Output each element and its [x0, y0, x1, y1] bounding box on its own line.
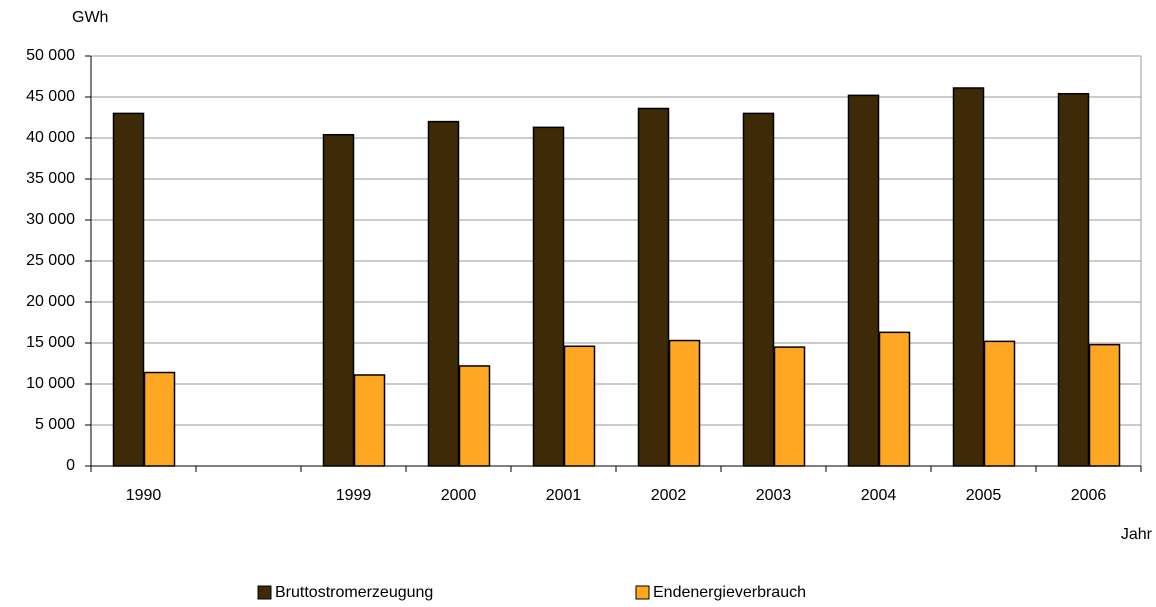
bar [1057, 92, 1090, 467]
bar [458, 365, 491, 467]
bar [742, 112, 775, 467]
bar [847, 94, 880, 467]
y-tick-label: 20 000 [26, 293, 75, 310]
bar [637, 107, 670, 467]
bar [1088, 343, 1121, 467]
y-tick-label: 15 000 [26, 334, 75, 351]
x-tick-label: 2000 [441, 487, 477, 504]
x-tick-label: 2002 [651, 487, 687, 504]
bar [353, 374, 386, 467]
bar [322, 133, 355, 467]
legend-swatch [635, 585, 650, 600]
x-tick-label: 2004 [861, 487, 897, 504]
y-tick-label: 40 000 [26, 129, 75, 146]
x-tick-label: 1990 [126, 487, 162, 504]
y-tick-label: 35 000 [26, 170, 75, 187]
y-tick-label: 5 000 [35, 416, 75, 433]
legend-label: Endenergieverbrauch [653, 584, 806, 601]
x-tick-label: 2001 [546, 487, 582, 504]
x-axis-label: Jahr [1121, 526, 1153, 543]
y-tick-label: 50 000 [26, 47, 75, 64]
y-tick-label: 45 000 [26, 88, 75, 105]
y-tick-label: 25 000 [26, 252, 75, 269]
y-tick-label: 10 000 [26, 375, 75, 392]
y-axis-label: GWh [72, 9, 108, 26]
x-tick-label: 2003 [756, 487, 792, 504]
y-tick-label: 30 000 [26, 211, 75, 228]
bar [532, 126, 565, 467]
bar [773, 346, 806, 467]
legend-swatch [257, 585, 272, 600]
x-tick-label: 2006 [1071, 487, 1107, 504]
bar [112, 112, 145, 467]
x-tick-label: 1999 [336, 487, 372, 504]
legend-label: Bruttostromerzeugung [275, 584, 433, 601]
bar [983, 340, 1016, 467]
y-tick-label: 0 [66, 457, 75, 474]
bar [143, 371, 176, 467]
bar [427, 120, 460, 467]
bar [668, 339, 701, 467]
bar [563, 345, 596, 467]
bar [952, 87, 985, 467]
x-tick-label: 2005 [966, 487, 1002, 504]
bar [878, 331, 911, 467]
